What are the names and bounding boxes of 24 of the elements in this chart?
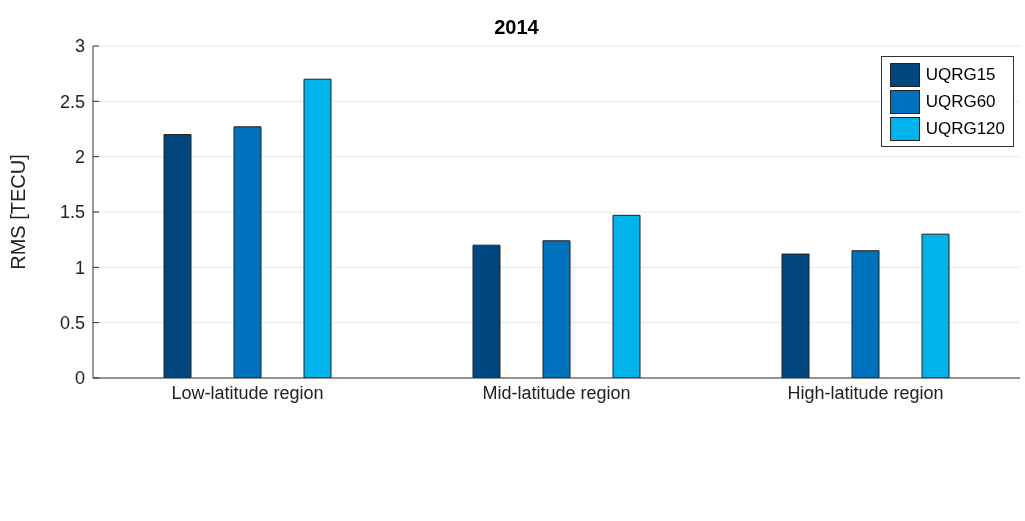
y-axis-title: RMS [TECU] bbox=[7, 154, 30, 270]
y-tick-label: 1 bbox=[74, 257, 85, 278]
bar bbox=[233, 126, 262, 378]
bar bbox=[851, 250, 880, 378]
bar bbox=[542, 240, 571, 378]
y-tick-label: 1.5 bbox=[59, 202, 85, 223]
x-tick-label: High-latitude region bbox=[787, 382, 944, 403]
y-tick-label: 2 bbox=[74, 147, 85, 168]
x-tick-label: Mid-latitude region bbox=[482, 382, 631, 403]
legend-label: UQRG15 bbox=[925, 64, 996, 85]
y-tick-label: 0 bbox=[74, 368, 85, 389]
y-tick-label: 2.5 bbox=[59, 91, 85, 112]
bar bbox=[921, 233, 950, 378]
bar bbox=[303, 78, 332, 378]
y-tick-label: 0.5 bbox=[59, 313, 85, 334]
y-tick-label: 3 bbox=[74, 36, 85, 57]
legend-label: UQRG120 bbox=[925, 118, 1005, 139]
bar bbox=[612, 214, 641, 378]
legend-label: UQRG60 bbox=[925, 91, 996, 112]
chart-title: 2014 bbox=[494, 16, 539, 38]
bar bbox=[472, 244, 501, 378]
x-tick-label: Low-latitude region bbox=[171, 382, 324, 403]
bar bbox=[163, 134, 192, 378]
bar bbox=[781, 253, 810, 378]
